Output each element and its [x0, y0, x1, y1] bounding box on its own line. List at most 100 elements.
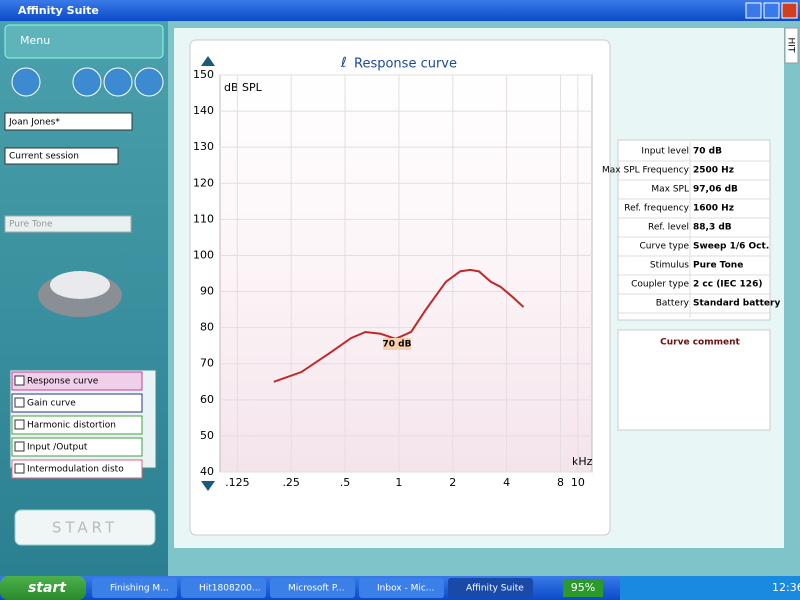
- info-label: Input level: [641, 147, 689, 157]
- y-tick-label: 130: [193, 140, 214, 153]
- curve-name: Harmonic distortion: [27, 421, 116, 431]
- y-tick-label: 90: [200, 285, 214, 298]
- patient-dropdown[interactable]: [4, 112, 133, 131]
- info-value: 70 dB: [693, 147, 722, 157]
- task-label: Inbox - Mic...: [377, 584, 434, 594]
- info-label: Max SPL: [651, 185, 689, 195]
- checkbox[interactable]: [14, 375, 25, 386]
- task-label: Finishing M...: [110, 584, 169, 594]
- x-tick-label: 10: [571, 476, 585, 489]
- nav-button[interactable]: [134, 67, 164, 97]
- nav-button[interactable]: [103, 67, 133, 97]
- scroll-down[interactable]: [201, 481, 215, 491]
- comment-box: [617, 329, 771, 431]
- x-tick-label: 8: [557, 476, 564, 489]
- stimulus-dropdown[interactable]: [4, 215, 132, 233]
- x-tick-label: .125: [225, 476, 250, 489]
- y-tick-label: 60: [200, 393, 214, 406]
- battery-indicator: [563, 579, 603, 597]
- info-label: Coupler type: [631, 280, 689, 290]
- info-label: Ref. level: [648, 223, 689, 233]
- x-tick-label: 2: [449, 476, 456, 489]
- task-label: Microsoft P...: [288, 584, 344, 594]
- curve-item[interactable]: [11, 415, 143, 435]
- info-value: 1600 Hz: [693, 204, 734, 214]
- close[interactable]: [781, 2, 798, 19]
- checkbox[interactable]: [14, 419, 25, 430]
- y-tick-label: 120: [193, 176, 214, 189]
- clock: 12:36: [772, 581, 800, 594]
- y-tick-label: 110: [193, 212, 214, 225]
- stimulus: Pure Tone: [9, 220, 53, 230]
- battery: 95%: [571, 581, 595, 594]
- y-tick-label: 40: [200, 465, 214, 478]
- x-axis-label: kHz: [572, 455, 593, 468]
- task-label: Affinity Suite: [466, 584, 524, 594]
- side-tab-label: HIT: [786, 38, 796, 53]
- window-title: Affinity Suite: [18, 4, 99, 17]
- annotation: 70 dB: [383, 340, 412, 350]
- title-bar: [0, 0, 800, 21]
- curve-name: Input /Output: [27, 443, 88, 453]
- start-menu-button[interactable]: [0, 576, 86, 600]
- curve-item[interactable]: [11, 393, 143, 413]
- side-tab[interactable]: [784, 27, 799, 64]
- task-button[interactable]: [181, 578, 266, 598]
- task-button[interactable]: [359, 578, 444, 598]
- info-value: Sweep 1/6 Oct.: [693, 242, 769, 252]
- curve-item[interactable]: [11, 371, 143, 391]
- curve-name: Gain curve: [27, 399, 76, 409]
- patient: Joan Jones*: [8, 118, 60, 128]
- start-button[interactable]: [14, 509, 156, 546]
- checkbox[interactable]: [14, 441, 25, 452]
- device-image: [50, 271, 110, 299]
- y-tick-label: 80: [200, 321, 214, 334]
- start-label: START: [52, 519, 118, 537]
- start-menu-label: start: [28, 580, 67, 596]
- info-value: Standard battery: [693, 299, 780, 309]
- y-tick-label: 100: [193, 248, 214, 261]
- y-tick-label: 50: [200, 429, 214, 442]
- x-tick-label: .25: [282, 476, 300, 489]
- info-value: 2 cc (IEC 126): [693, 280, 762, 290]
- x-tick-label: 1: [395, 476, 402, 489]
- menu-box[interactable]: [4, 24, 164, 59]
- response-curve: [273, 268, 525, 383]
- ear-button[interactable]: [11, 67, 41, 97]
- info-label: Stimulus: [650, 261, 689, 271]
- y-tick-label: 150: [193, 68, 214, 81]
- comment-title: Curve comment: [660, 338, 740, 348]
- info-label: Battery: [656, 299, 690, 309]
- menu-label: Menu: [20, 34, 50, 47]
- info-label: Max SPL Frequency: [602, 166, 690, 176]
- nav-button[interactable]: [72, 67, 102, 97]
- task-button[interactable]: [448, 578, 533, 598]
- checkbox[interactable]: [14, 397, 25, 408]
- info-value: 88,3 dB: [693, 223, 732, 233]
- info-value: 97,06 dB: [693, 185, 738, 195]
- task-button[interactable]: [92, 578, 177, 598]
- info-value: 2500 Hz: [693, 166, 734, 176]
- scroll-up[interactable]: [201, 56, 215, 66]
- session: Current session: [9, 152, 79, 162]
- info-label: Curve type: [639, 242, 689, 252]
- maximize[interactable]: [763, 2, 780, 19]
- session-dropdown[interactable]: [4, 147, 119, 165]
- info-label: Ref. frequency: [624, 204, 689, 214]
- curve-item[interactable]: [11, 459, 143, 479]
- curve-item[interactable]: [11, 437, 143, 457]
- x-tick-label: .5: [340, 476, 351, 489]
- info-table: [617, 139, 771, 321]
- x-tick-label: 4: [503, 476, 510, 489]
- task-label: Hit1808200...: [199, 584, 260, 594]
- chart-title: Response curve: [354, 57, 457, 72]
- minimize[interactable]: [745, 2, 762, 19]
- y-tick-label: 140: [193, 104, 214, 117]
- tray: [620, 576, 800, 600]
- checkbox[interactable]: [14, 463, 25, 474]
- task-button[interactable]: [270, 578, 355, 598]
- y-axis-label: dB SPL: [224, 81, 263, 94]
- plot-area: [219, 74, 593, 473]
